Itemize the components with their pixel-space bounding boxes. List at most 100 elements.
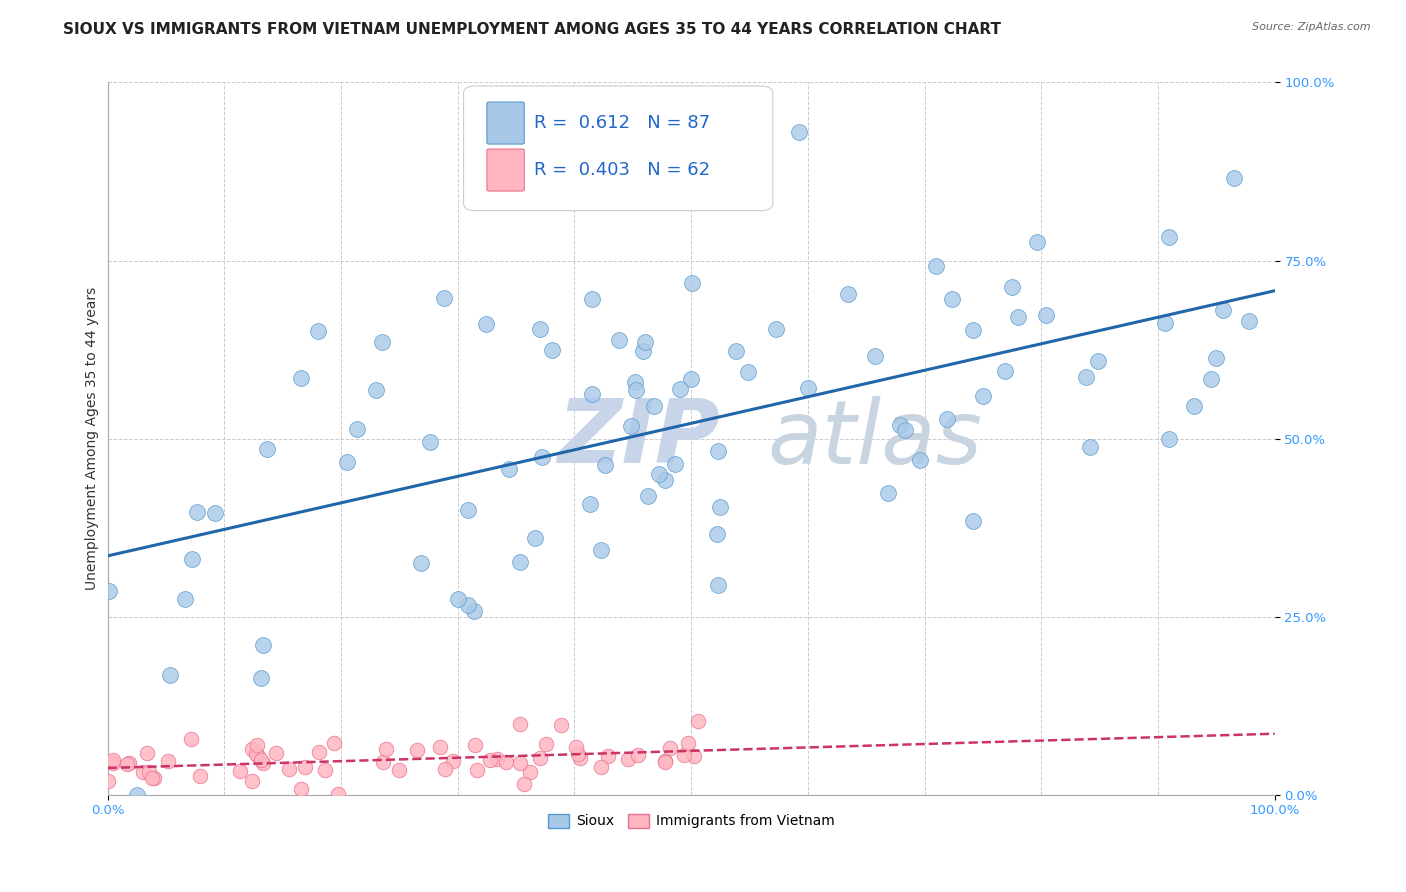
Point bbox=[173, 592, 195, 607]
Point bbox=[578, 497, 600, 511]
Point bbox=[596, 748, 619, 763]
Point bbox=[457, 598, 479, 612]
Point bbox=[180, 552, 202, 566]
Point bbox=[1159, 433, 1181, 447]
Point bbox=[463, 604, 485, 618]
Point bbox=[245, 747, 267, 762]
Point bbox=[250, 753, 273, 767]
Point bbox=[264, 746, 287, 760]
Point bbox=[138, 764, 160, 779]
Point bbox=[669, 382, 692, 396]
Point bbox=[568, 751, 591, 765]
Point bbox=[624, 376, 647, 390]
Point bbox=[889, 417, 911, 432]
Point bbox=[229, 764, 252, 779]
Point bbox=[142, 771, 165, 785]
Point bbox=[581, 292, 603, 306]
Point bbox=[654, 754, 676, 768]
Point bbox=[97, 774, 120, 789]
Point bbox=[707, 578, 730, 592]
Text: ZIP: ZIP bbox=[557, 395, 720, 482]
Point bbox=[447, 592, 470, 607]
Point bbox=[686, 714, 709, 729]
Point bbox=[589, 542, 612, 557]
Point bbox=[654, 474, 676, 488]
Point bbox=[1223, 170, 1246, 185]
Point bbox=[706, 527, 728, 541]
Point bbox=[709, 500, 731, 515]
Point bbox=[624, 383, 647, 397]
Point bbox=[498, 461, 520, 475]
Point bbox=[616, 752, 638, 766]
Point bbox=[256, 442, 278, 457]
Text: SIOUX VS IMMIGRANTS FROM VIETNAM UNEMPLOYMENT AMONG AGES 35 TO 44 YEARS CORRELAT: SIOUX VS IMMIGRANTS FROM VIETNAM UNEMPLO… bbox=[63, 22, 1001, 37]
Point bbox=[125, 788, 148, 802]
Point bbox=[409, 556, 432, 570]
Point bbox=[290, 370, 312, 384]
Point bbox=[246, 749, 269, 764]
Point bbox=[1157, 229, 1180, 244]
Point bbox=[371, 755, 394, 769]
Text: Source: ZipAtlas.com: Source: ZipAtlas.com bbox=[1253, 22, 1371, 32]
Point bbox=[246, 738, 269, 752]
Point bbox=[1237, 314, 1260, 328]
Point bbox=[277, 762, 299, 776]
Point bbox=[240, 774, 263, 789]
Point bbox=[607, 333, 630, 347]
Point bbox=[765, 321, 787, 335]
Point bbox=[405, 743, 427, 757]
Point bbox=[132, 765, 155, 780]
Legend: Sioux, Immigrants from Vietnam: Sioux, Immigrants from Vietnam bbox=[543, 808, 839, 834]
Point bbox=[252, 756, 274, 770]
Point bbox=[159, 668, 181, 682]
Point bbox=[627, 748, 650, 763]
Point bbox=[682, 277, 704, 291]
Point bbox=[478, 753, 501, 767]
Point bbox=[336, 455, 359, 469]
Point bbox=[429, 739, 451, 754]
FancyBboxPatch shape bbox=[486, 102, 524, 144]
Point bbox=[322, 736, 344, 750]
Point bbox=[103, 756, 125, 770]
Point bbox=[118, 756, 141, 771]
Point bbox=[249, 671, 271, 685]
Point bbox=[290, 781, 312, 796]
Point bbox=[994, 364, 1017, 378]
Point bbox=[434, 762, 457, 776]
Point bbox=[893, 423, 915, 437]
Point bbox=[519, 764, 541, 779]
Point bbox=[972, 389, 994, 403]
FancyBboxPatch shape bbox=[464, 86, 773, 211]
Point bbox=[186, 505, 208, 519]
Point bbox=[1212, 303, 1234, 318]
Point bbox=[672, 748, 695, 763]
Point bbox=[962, 323, 984, 337]
Y-axis label: Unemployment Among Ages 35 to 44 years: Unemployment Among Ages 35 to 44 years bbox=[86, 287, 100, 591]
Point bbox=[725, 343, 748, 358]
Point bbox=[115, 756, 138, 771]
Point bbox=[565, 739, 588, 754]
Point bbox=[346, 422, 368, 436]
Point bbox=[541, 343, 564, 357]
Point bbox=[707, 443, 730, 458]
Point bbox=[180, 732, 202, 747]
Point bbox=[509, 717, 531, 731]
Point bbox=[648, 467, 671, 482]
Point bbox=[529, 322, 551, 336]
Point bbox=[620, 418, 643, 433]
Point bbox=[141, 771, 163, 785]
Point bbox=[1205, 351, 1227, 365]
Point bbox=[465, 764, 488, 778]
Point bbox=[1007, 310, 1029, 325]
Point bbox=[252, 638, 274, 652]
Text: R =  0.612   N = 87: R = 0.612 N = 87 bbox=[534, 114, 710, 132]
Point bbox=[307, 324, 329, 338]
Point bbox=[924, 259, 946, 273]
Point bbox=[529, 751, 551, 765]
Point bbox=[589, 760, 612, 774]
Point bbox=[240, 742, 263, 756]
Point bbox=[581, 387, 603, 401]
Point bbox=[1087, 353, 1109, 368]
Point bbox=[326, 788, 349, 802]
Point bbox=[567, 747, 589, 761]
